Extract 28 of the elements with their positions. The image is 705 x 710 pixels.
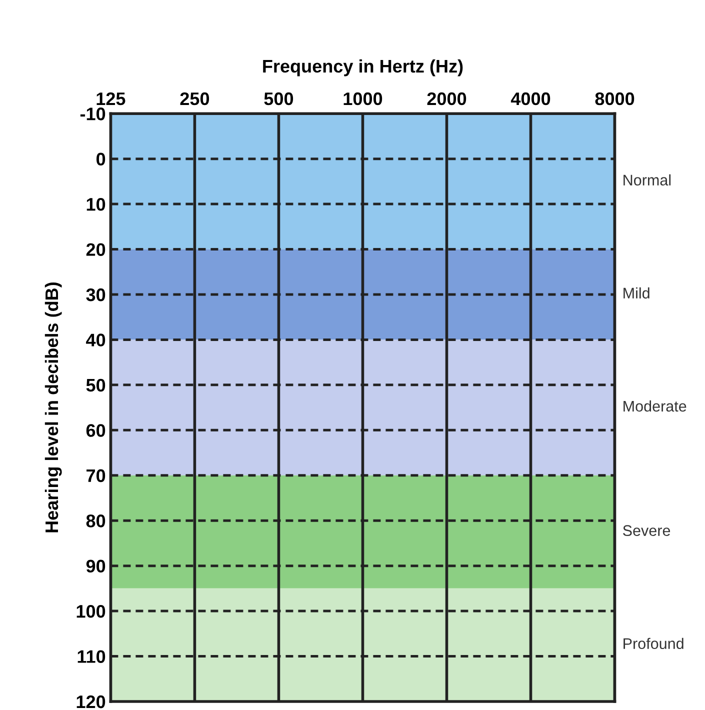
y-tick-label: 110 <box>78 650 106 663</box>
x-tick-label: 2000 <box>427 92 466 106</box>
y-tick-label: 100 <box>76 604 106 618</box>
band-label: Moderate <box>624 400 686 412</box>
y-tick-label: 40 <box>86 334 106 346</box>
y-tick-label: 120 <box>76 695 106 708</box>
x-axis-title: Frequency in Hertz (Hz) <box>263 59 463 76</box>
y-tick-label: -10 <box>80 108 106 120</box>
band-label: Profound <box>624 638 684 650</box>
y-tick-label: 90 <box>86 560 106 573</box>
y-axis-title: Hearing level in decibels (dB) <box>44 282 62 532</box>
x-tick-label: 1000 <box>344 92 382 106</box>
x-tick-label: 500 <box>264 92 294 106</box>
y-tick-label: 50 <box>86 378 106 392</box>
band-label: Severe <box>623 525 670 536</box>
y-tick-label: 20 <box>86 243 106 256</box>
x-tick-label: 8000 <box>595 92 634 106</box>
y-tick-label: 80 <box>86 514 106 528</box>
x-tick-label: 4000 <box>510 92 550 106</box>
x-tick-label: 125 <box>96 92 126 106</box>
y-tick-label: 60 <box>86 424 106 437</box>
y-tick-label: 30 <box>86 288 106 302</box>
y-tick-label: 0 <box>96 152 106 166</box>
y-tick-label: 70 <box>86 469 106 482</box>
x-tick-label: 250 <box>180 92 210 106</box>
y-tick-label: 10 <box>86 198 106 211</box>
band-label: Normal <box>624 174 671 186</box>
band-label: Mild <box>624 287 650 299</box>
